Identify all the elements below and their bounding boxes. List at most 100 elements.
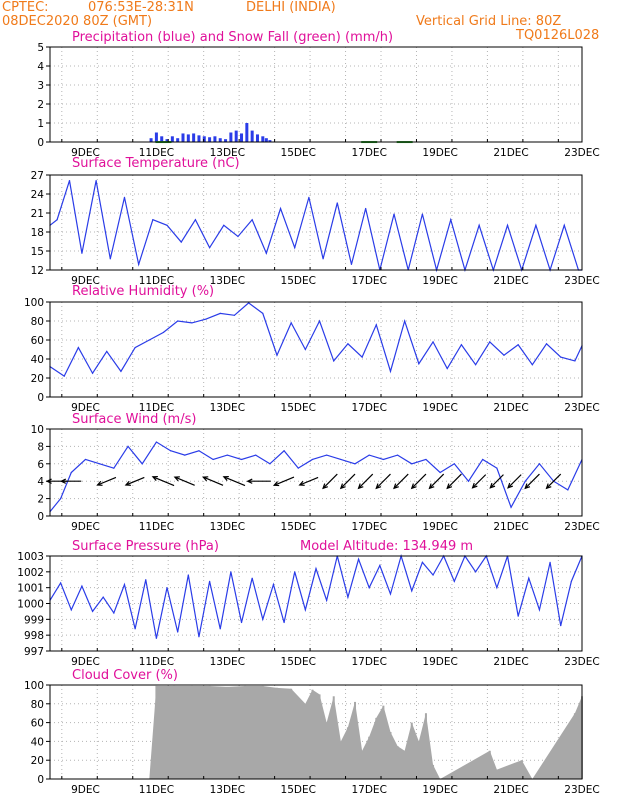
y-tick-label: 20 bbox=[31, 373, 44, 385]
wind-arrow-head bbox=[151, 475, 158, 481]
precip-bar bbox=[181, 133, 185, 142]
series-point bbox=[134, 628, 136, 630]
series-point bbox=[77, 347, 79, 349]
series-point bbox=[478, 224, 480, 226]
x-date-label: 23DEC bbox=[564, 521, 599, 533]
cloud-cover-bar bbox=[488, 750, 491, 779]
y-tick-label: 10 bbox=[31, 424, 44, 436]
y-tick-label: 24 bbox=[31, 189, 45, 201]
series-point bbox=[396, 454, 399, 456]
wind-arrow-head bbox=[471, 482, 478, 489]
y-tick-label: 1002 bbox=[17, 567, 44, 579]
series-point bbox=[315, 568, 317, 570]
precip-bar bbox=[165, 139, 169, 142]
series-point bbox=[308, 196, 310, 198]
wind-arrow bbox=[507, 474, 522, 489]
panel-4-title: Surface Wind (m/s) bbox=[72, 412, 196, 427]
wind-arrow bbox=[340, 473, 356, 489]
series-point bbox=[354, 463, 356, 465]
series-point bbox=[138, 263, 140, 266]
y-tick-label: 40 bbox=[31, 736, 44, 748]
series-point bbox=[503, 354, 505, 356]
x-date-label: 21DEC bbox=[493, 784, 528, 796]
y-tick-label: 80 bbox=[31, 316, 44, 328]
cloud-cover-bar bbox=[417, 741, 420, 779]
cloud-cover-bar bbox=[226, 686, 229, 779]
series-point bbox=[127, 445, 129, 447]
panel-3-title: Relative Humidity (%) bbox=[72, 284, 214, 299]
series-point bbox=[56, 219, 58, 221]
series-point bbox=[240, 458, 243, 461]
cloud-cover-bar bbox=[325, 722, 328, 779]
series-point bbox=[506, 224, 509, 226]
x-date-label: 9DEC bbox=[71, 784, 100, 796]
cloud-cover-bar bbox=[318, 694, 321, 779]
series-point bbox=[95, 179, 97, 182]
series-line bbox=[49, 441, 583, 513]
precip-bar bbox=[264, 138, 268, 142]
wind-arrow-head bbox=[375, 483, 382, 490]
series-point bbox=[439, 471, 441, 474]
series-point bbox=[517, 615, 519, 617]
x-date-label: 9DEC bbox=[71, 402, 100, 414]
x-date-label: 21DEC bbox=[493, 521, 528, 533]
y-tick-label: 60 bbox=[31, 335, 44, 347]
series-point bbox=[177, 320, 179, 322]
header-code: TQ0126L028 bbox=[516, 28, 600, 43]
series-point bbox=[560, 625, 562, 627]
series-point bbox=[347, 596, 349, 598]
series-point bbox=[81, 252, 83, 254]
series-point bbox=[404, 320, 406, 322]
series-point bbox=[109, 258, 111, 260]
x-date-label: 13DEC bbox=[210, 275, 245, 287]
series-point bbox=[262, 312, 264, 314]
series-point bbox=[145, 579, 147, 581]
x-date-label: 17DEC bbox=[351, 521, 386, 533]
wind-arrow-head bbox=[393, 483, 399, 490]
precip-bar bbox=[250, 130, 254, 142]
series-point bbox=[318, 320, 321, 322]
precip-bar bbox=[202, 136, 206, 142]
series-point bbox=[379, 564, 381, 567]
x-date-label: 21DEC bbox=[493, 147, 528, 159]
wind-arrow bbox=[524, 473, 540, 489]
x-date-label: 15DEC bbox=[281, 656, 316, 668]
series-point bbox=[262, 618, 264, 620]
series-point bbox=[251, 219, 253, 221]
precip-bar bbox=[234, 130, 238, 142]
series-point bbox=[375, 324, 377, 326]
y-tick-label: 2 bbox=[37, 99, 44, 111]
series-point bbox=[102, 596, 104, 598]
cloud-cover-bar bbox=[424, 713, 427, 779]
panel-5: Surface Pressure (hPa) Model Altitude: 13… bbox=[17, 539, 599, 668]
y-tick-label: 0 bbox=[37, 392, 44, 404]
y-tick-label: 100 bbox=[24, 680, 44, 692]
panel-5-title: Surface Pressure (hPa) bbox=[72, 539, 219, 554]
precip-bar bbox=[149, 138, 153, 142]
header-run-time: 08DEC2020 80Z (GMT) bbox=[2, 14, 153, 29]
wind-arrow-head bbox=[96, 480, 103, 486]
series-point bbox=[120, 370, 122, 372]
wind-arrow-head bbox=[201, 476, 209, 482]
series-point bbox=[212, 458, 214, 461]
x-date-label: 23DEC bbox=[564, 402, 599, 414]
series-point bbox=[251, 577, 253, 579]
panel-1: Precipitation (blue) and Snow Fall (gree… bbox=[37, 30, 599, 159]
cloud-cover-bar bbox=[432, 764, 435, 779]
series-point bbox=[538, 463, 541, 465]
series-point bbox=[166, 587, 168, 589]
series-point bbox=[322, 258, 324, 260]
x-date-label: 21DEC bbox=[493, 402, 528, 414]
header-grid-note: Vertical Grid Line: 80Z bbox=[416, 14, 562, 29]
precip-bar bbox=[261, 136, 265, 142]
precip-bar bbox=[197, 135, 201, 142]
series-point bbox=[123, 196, 126, 198]
panel-frame bbox=[49, 684, 583, 780]
wind-arrow bbox=[97, 476, 117, 486]
series-point bbox=[70, 609, 72, 611]
series-point bbox=[219, 628, 221, 630]
series-point bbox=[432, 574, 434, 576]
series-point bbox=[226, 454, 228, 456]
cloud-cover-bar bbox=[410, 722, 413, 779]
